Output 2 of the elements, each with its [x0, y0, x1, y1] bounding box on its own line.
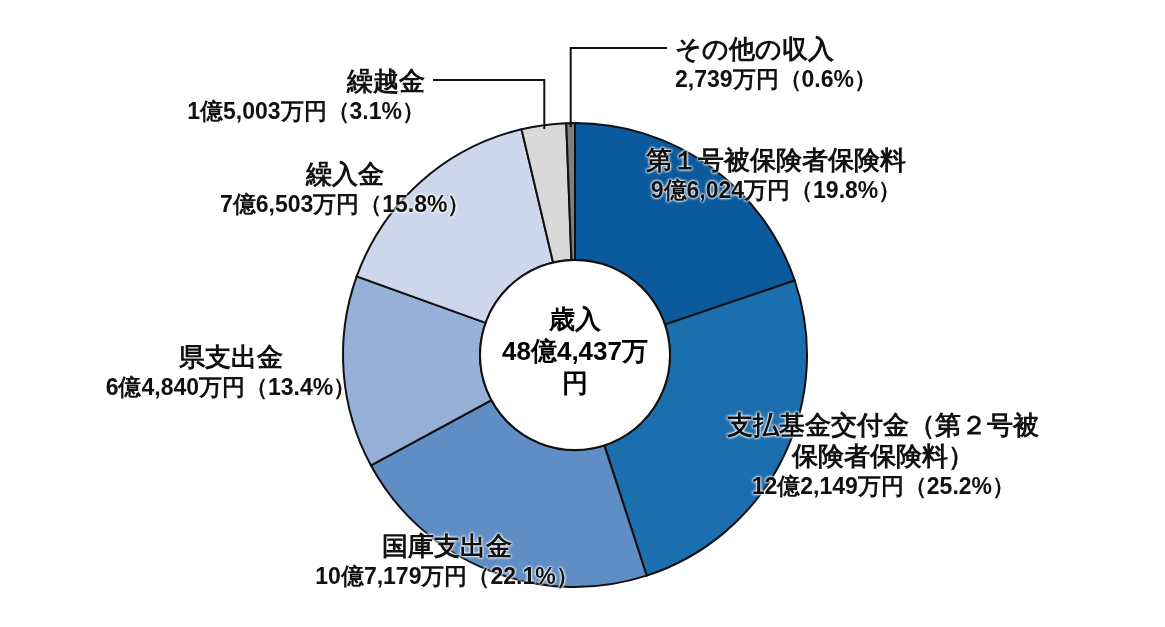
text: 48億4,437万円 [501, 335, 649, 399]
text: 歳入 [548, 303, 602, 335]
